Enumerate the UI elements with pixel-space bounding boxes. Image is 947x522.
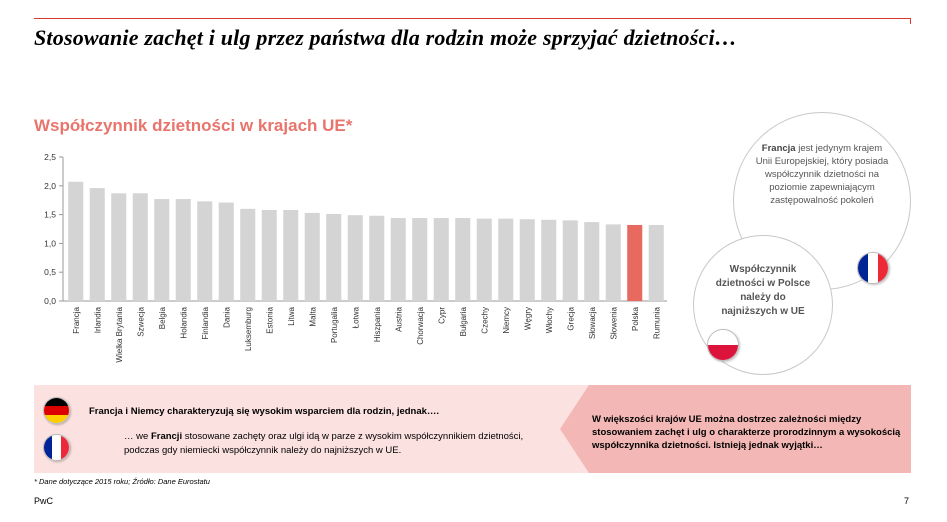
flag-stripe [708, 345, 738, 360]
brand-label: PwC [34, 496, 54, 506]
x-tick-label: Niemcy [502, 307, 511, 334]
bar-22 [541, 219, 557, 301]
x-tick-label: Holandia [179, 306, 188, 338]
x-tick-label: Austria [394, 306, 403, 331]
flag-stripe [44, 414, 69, 423]
detail-prefix: … we [124, 431, 149, 442]
x-tick-label: Bułgaria [459, 306, 468, 336]
x-tick-label: Szwecja [136, 306, 145, 336]
x-tick-label: Estonia [265, 306, 274, 333]
bar-27 [648, 224, 664, 301]
x-tick-label: Cypr [437, 307, 446, 324]
bar-5 [175, 199, 191, 301]
bar-1 [89, 188, 105, 301]
france-flag-small-icon [43, 434, 70, 461]
flag-stripe [52, 435, 61, 460]
x-tick-label: Słowacja [588, 306, 597, 339]
x-tick-label: Polska [631, 306, 640, 331]
germany-flag-icon [43, 397, 70, 424]
france-callout-body: jest jedynym krajem Unii Europejskiej, k… [755, 143, 889, 206]
bar-4 [154, 199, 170, 301]
x-tick-label: Wielka Brytania [115, 306, 124, 362]
x-tick-label: Łotwa [351, 306, 360, 328]
bar-20 [498, 218, 514, 301]
france-callout-name: Francja [761, 143, 796, 154]
y-tick-label: 1,0 [44, 238, 56, 248]
bar-17 [433, 218, 449, 301]
bar-10 [283, 209, 299, 301]
bar-19 [476, 218, 492, 301]
bottom-left-heading: Francja i Niemcy charakteryzują się wyso… [89, 406, 440, 417]
bar-14 [369, 215, 385, 301]
bar-0 [68, 181, 84, 301]
bar-16 [412, 218, 428, 301]
detail-rest: stosowane zachęty oraz ulgi idą w parze … [184, 431, 524, 442]
x-tick-label: Portugalia [330, 306, 339, 343]
bar-7 [218, 202, 234, 301]
bar-12 [326, 214, 342, 301]
x-tick-label: Rumunia [652, 306, 661, 339]
flag-stripe [708, 330, 738, 345]
bar-8 [240, 208, 256, 301]
bar-3 [132, 193, 148, 301]
x-tick-label: Malta [308, 306, 317, 326]
x-tick-label: Słowenia [609, 306, 618, 339]
flag-stripe [858, 253, 868, 283]
detail-line2: podczas gdy niemiecki współczynnik należ… [124, 445, 402, 456]
x-tick-label: Francja [72, 306, 81, 333]
bar-18 [455, 218, 471, 301]
slide-title: Stosowanie zachęt i ulg przez państwa dl… [34, 25, 737, 50]
flag-stripe [868, 253, 878, 283]
poland-callout-text: Współczynnik dzietności w Polsce należy … [715, 264, 811, 317]
bar-15 [390, 218, 406, 301]
bottom-left-panel [34, 385, 589, 473]
chart-title: Współczynnik dzietności w krajach UE* [34, 116, 353, 135]
bar-2 [111, 193, 127, 301]
bar-23 [562, 220, 578, 301]
x-tick-label: Włochy [545, 307, 554, 333]
bar-9 [261, 209, 277, 301]
bar-25 [605, 224, 621, 301]
flag-stripe [44, 398, 69, 407]
bar-26 [627, 224, 643, 301]
footnote: * Dane dotyczące 2015 roku; Źródło: Dane… [34, 477, 210, 486]
x-tick-label: Dania [222, 306, 231, 327]
x-tick-label: Litwa [287, 306, 296, 325]
y-tick-label: 2,0 [44, 181, 56, 191]
bar-21 [519, 219, 535, 301]
poland-flag-icon [707, 329, 739, 361]
x-tick-label: Finlandia [201, 306, 210, 339]
flag-stripe [60, 435, 69, 460]
y-tick-label: 2,5 [44, 152, 56, 162]
x-tick-label: Belgia [158, 306, 167, 329]
x-tick-label: Irlandia [93, 306, 102, 333]
top-rule [34, 18, 911, 19]
flag-stripe [44, 406, 69, 415]
bar-6 [197, 201, 213, 301]
bar-13 [347, 215, 363, 301]
flag-stripe [44, 435, 53, 460]
x-tick-label: Grecja [566, 306, 575, 330]
bar-24 [584, 222, 600, 301]
detail-bold: Francji [150, 431, 183, 442]
flag-stripe [878, 253, 888, 283]
bottom-right-arrow-panel [560, 385, 911, 473]
bar-11 [304, 212, 320, 301]
page-number: 7 [904, 496, 910, 506]
top-rule-tick [910, 18, 911, 24]
y-tick-label: 0,0 [44, 296, 56, 306]
france-flag-icon [857, 252, 889, 284]
bottom-left-detail: … we Francji stosowane zachęty oraz ulgi… [124, 430, 523, 458]
bottom-right-text: W większości krajów UE można dostrzec za… [592, 414, 901, 451]
x-tick-label: Luksemburg [244, 307, 253, 351]
france-callout-text: Francja jest jedynym krajem Unii Europej… [754, 142, 890, 207]
x-tick-label: Hiszpania [373, 306, 382, 342]
x-tick-label: Chorwacja [416, 306, 425, 344]
x-tick-label: Czechy [480, 307, 489, 334]
x-tick-label: Węgry [523, 307, 532, 330]
y-tick-label: 0,5 [44, 267, 56, 277]
y-tick-label: 1,5 [44, 210, 56, 220]
